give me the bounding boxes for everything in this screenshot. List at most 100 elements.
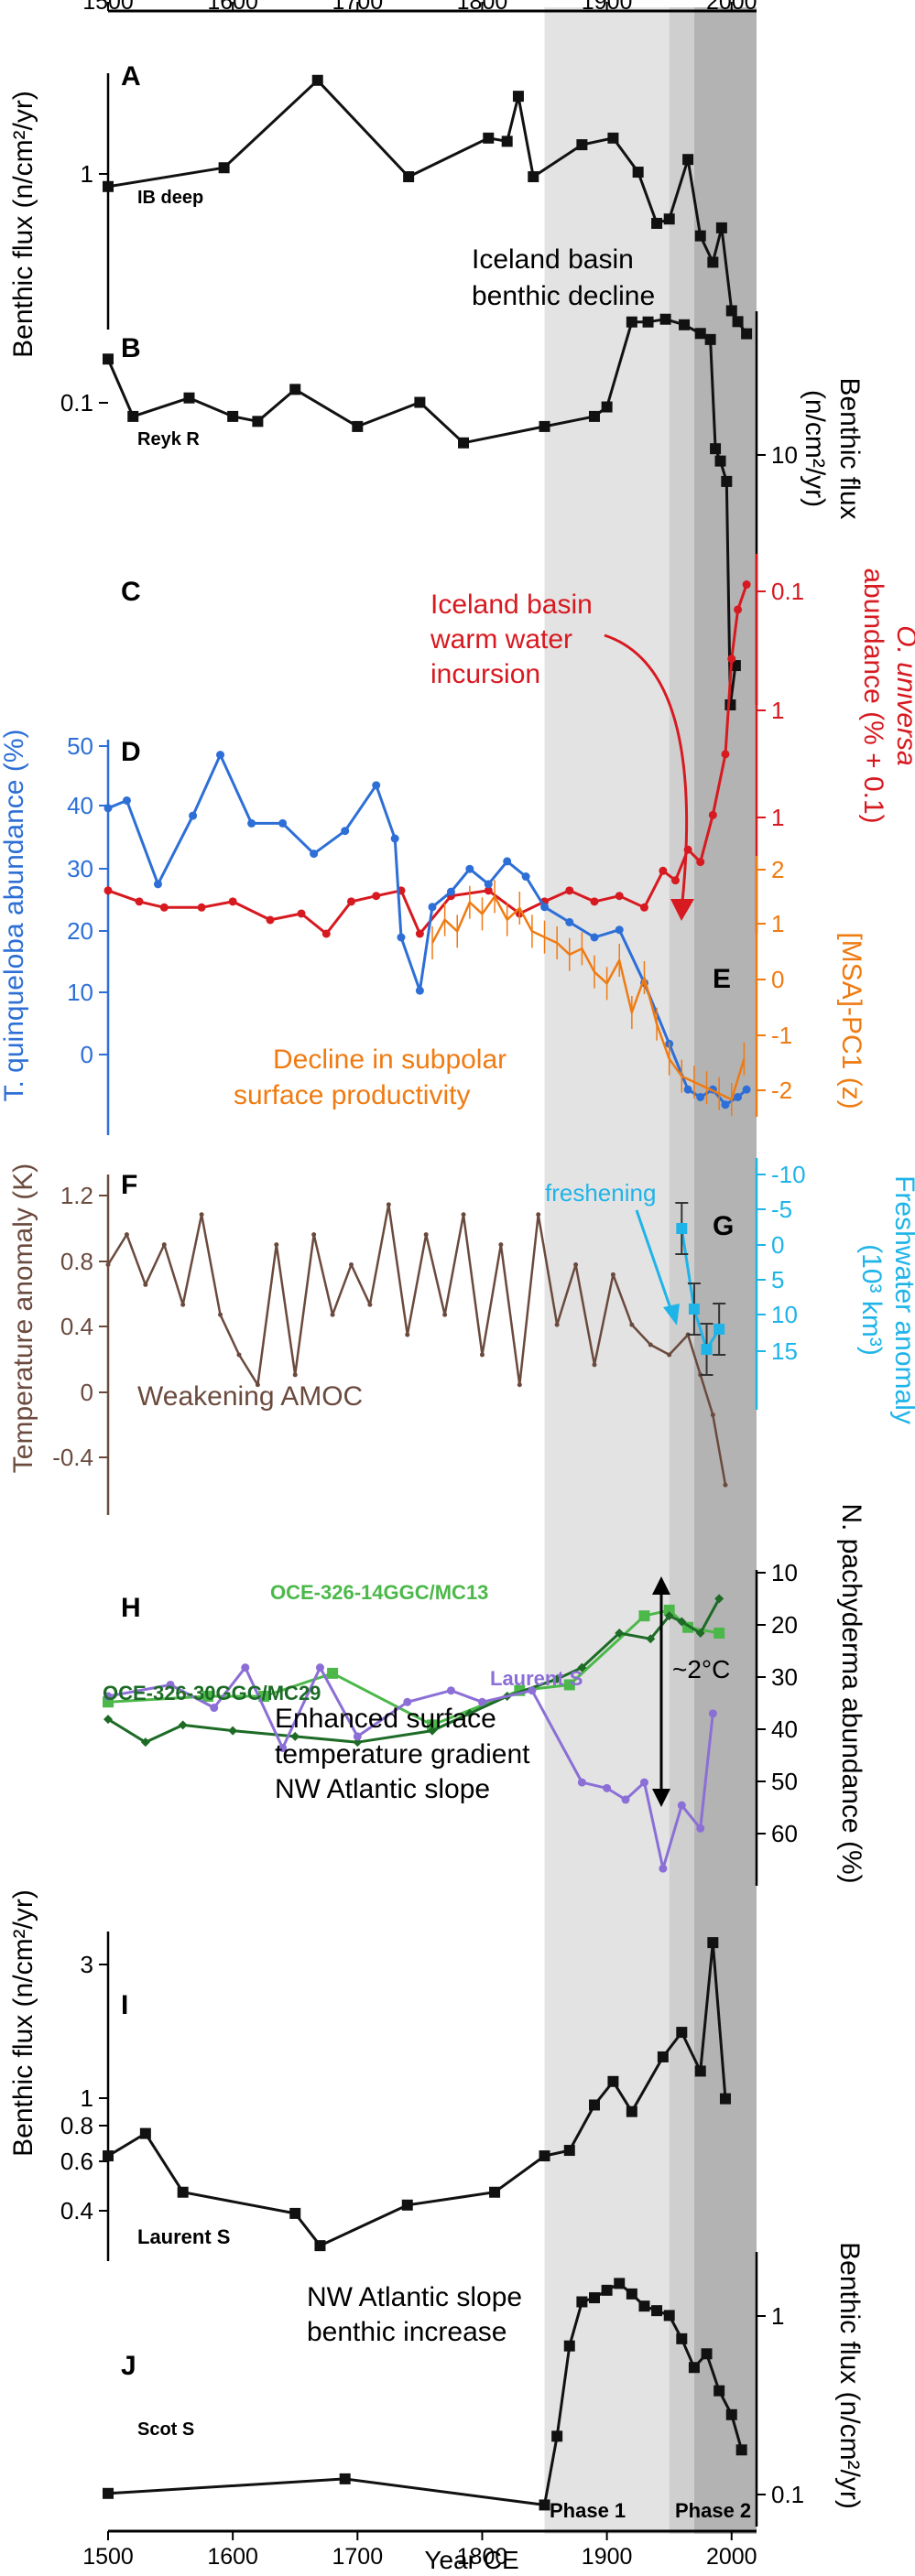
y-label-g-2: (10³ km³) (856, 1244, 887, 1356)
y-tick-label-f: 0.8 (60, 1248, 93, 1275)
x-tick-label-top: 1900 (582, 0, 633, 15)
data-point-d (428, 903, 437, 912)
data-point-f (367, 1302, 373, 1307)
data-point-h (178, 1720, 188, 1730)
data-point-h (677, 1617, 687, 1627)
data-point-b (601, 401, 613, 413)
x-tick-label-top: 1800 (457, 0, 508, 15)
legend-label-laurent-s: Laurent S (490, 1667, 583, 1690)
data-point-d (484, 880, 493, 889)
data-point-f (292, 1372, 298, 1378)
data-point-f (517, 1382, 522, 1388)
data-point-f (629, 1322, 635, 1327)
data-point-c (415, 929, 424, 938)
y-tick-label-c: 0.1 (771, 578, 804, 605)
data-point-h (427, 1719, 438, 1731)
data-point-h (446, 1686, 455, 1695)
data-point-j (688, 2362, 700, 2374)
data-point-h (663, 1604, 675, 1616)
y-tick-label-h: 20 (771, 1611, 798, 1639)
series-line-g-0 (680, 1228, 721, 1351)
data-point-j (563, 2340, 575, 2352)
data-point-d (742, 1085, 751, 1094)
data-point-b (252, 416, 264, 428)
y-label-f: Temperature anomaly (K) (8, 1164, 38, 1473)
data-point-f (311, 1232, 317, 1238)
data-point-h (241, 1663, 250, 1672)
data-point-a (632, 167, 644, 179)
data-point-b (721, 475, 733, 487)
data-point-a (103, 180, 114, 192)
y-tick-label-i: 0.4 (60, 2197, 93, 2224)
data-point-a (663, 213, 675, 225)
data-point-b (289, 384, 301, 395)
data-point-f (423, 1232, 429, 1238)
data-point-h (103, 1715, 113, 1725)
annotation-j-2: benthic increase (307, 2317, 507, 2347)
two-degree-arrow-down (652, 1789, 670, 1807)
y-tick-label-g: -5 (771, 1196, 792, 1223)
data-point-d (216, 751, 225, 760)
panel-letter-H: H (121, 1593, 141, 1623)
data-point-d (615, 925, 624, 935)
legend-label-30ggc: OCE-326-30GGC/MC29 (103, 1682, 321, 1705)
data-point-h (278, 1743, 288, 1752)
data-point-a (725, 305, 737, 317)
data-point-d (503, 857, 512, 866)
data-point-f (479, 1352, 485, 1358)
y-tick-label-g: 0 (771, 1231, 784, 1259)
data-point-f (710, 1412, 715, 1418)
data-point-i (607, 2075, 619, 2087)
data-point-d (415, 986, 424, 995)
y-label-i: Benthic flux (n/cm²/yr) (8, 1889, 38, 2157)
data-point-h (659, 1864, 668, 1873)
data-point-a (528, 171, 539, 183)
data-point-b (714, 455, 726, 467)
data-point-c (721, 750, 730, 759)
y-label-h: N. pachyderma abundance (%) (836, 1503, 866, 1883)
data-point-f (274, 1242, 279, 1248)
data-point-f (349, 1261, 354, 1267)
series-line-a-0 (107, 79, 748, 335)
data-point-h (353, 1737, 363, 1748)
data-point-h (528, 1686, 537, 1695)
data-point-d (565, 917, 574, 926)
data-point-j (735, 2444, 747, 2456)
data-point-b (227, 410, 239, 422)
x-tick-label-bottom: 1800 (457, 2544, 508, 2570)
data-point-a (311, 74, 323, 86)
data-point-c (742, 580, 751, 590)
y-tick-label-b: 10 (771, 441, 798, 469)
data-point-h (603, 1783, 612, 1792)
data-point-i (539, 2150, 550, 2162)
data-point-c (727, 655, 736, 664)
y-tick-label-i: 0.8 (60, 2112, 93, 2139)
annotation-ib-decline-2: benthic decline (472, 281, 655, 311)
data-point-d (310, 850, 319, 859)
data-point-h (695, 1629, 705, 1638)
data-point-g (713, 1324, 725, 1335)
data-point-b (710, 443, 722, 455)
data-point-d (153, 880, 162, 889)
panel-letter-J: J (121, 2351, 136, 2381)
data-point-h (696, 1824, 705, 1833)
x-tick-label-top: 2000 (706, 0, 757, 15)
data-point-h (202, 1691, 213, 1702)
data-point-j (701, 2348, 713, 2360)
phase-bands (544, 7, 757, 2534)
data-point-f (592, 1362, 597, 1368)
data-point-f (143, 1282, 148, 1287)
data-point-c (659, 866, 668, 875)
annotation-weakening-amoc: Weakening AMOC (137, 1381, 363, 1412)
y-tick-label-a: 1 (81, 160, 93, 188)
data-point-j (103, 2487, 114, 2499)
data-point-i (694, 2065, 706, 2077)
annotation-two-degrees: ~2°C (672, 1655, 730, 1683)
data-point-a (483, 132, 495, 144)
data-point-c (639, 903, 648, 912)
panel-letter-F: F (121, 1170, 137, 1200)
data-point-h (166, 1680, 175, 1689)
data-point-j (713, 2385, 725, 2397)
site-label-scot-s: Scot S (137, 2419, 194, 2440)
data-point-j (601, 2284, 613, 2296)
